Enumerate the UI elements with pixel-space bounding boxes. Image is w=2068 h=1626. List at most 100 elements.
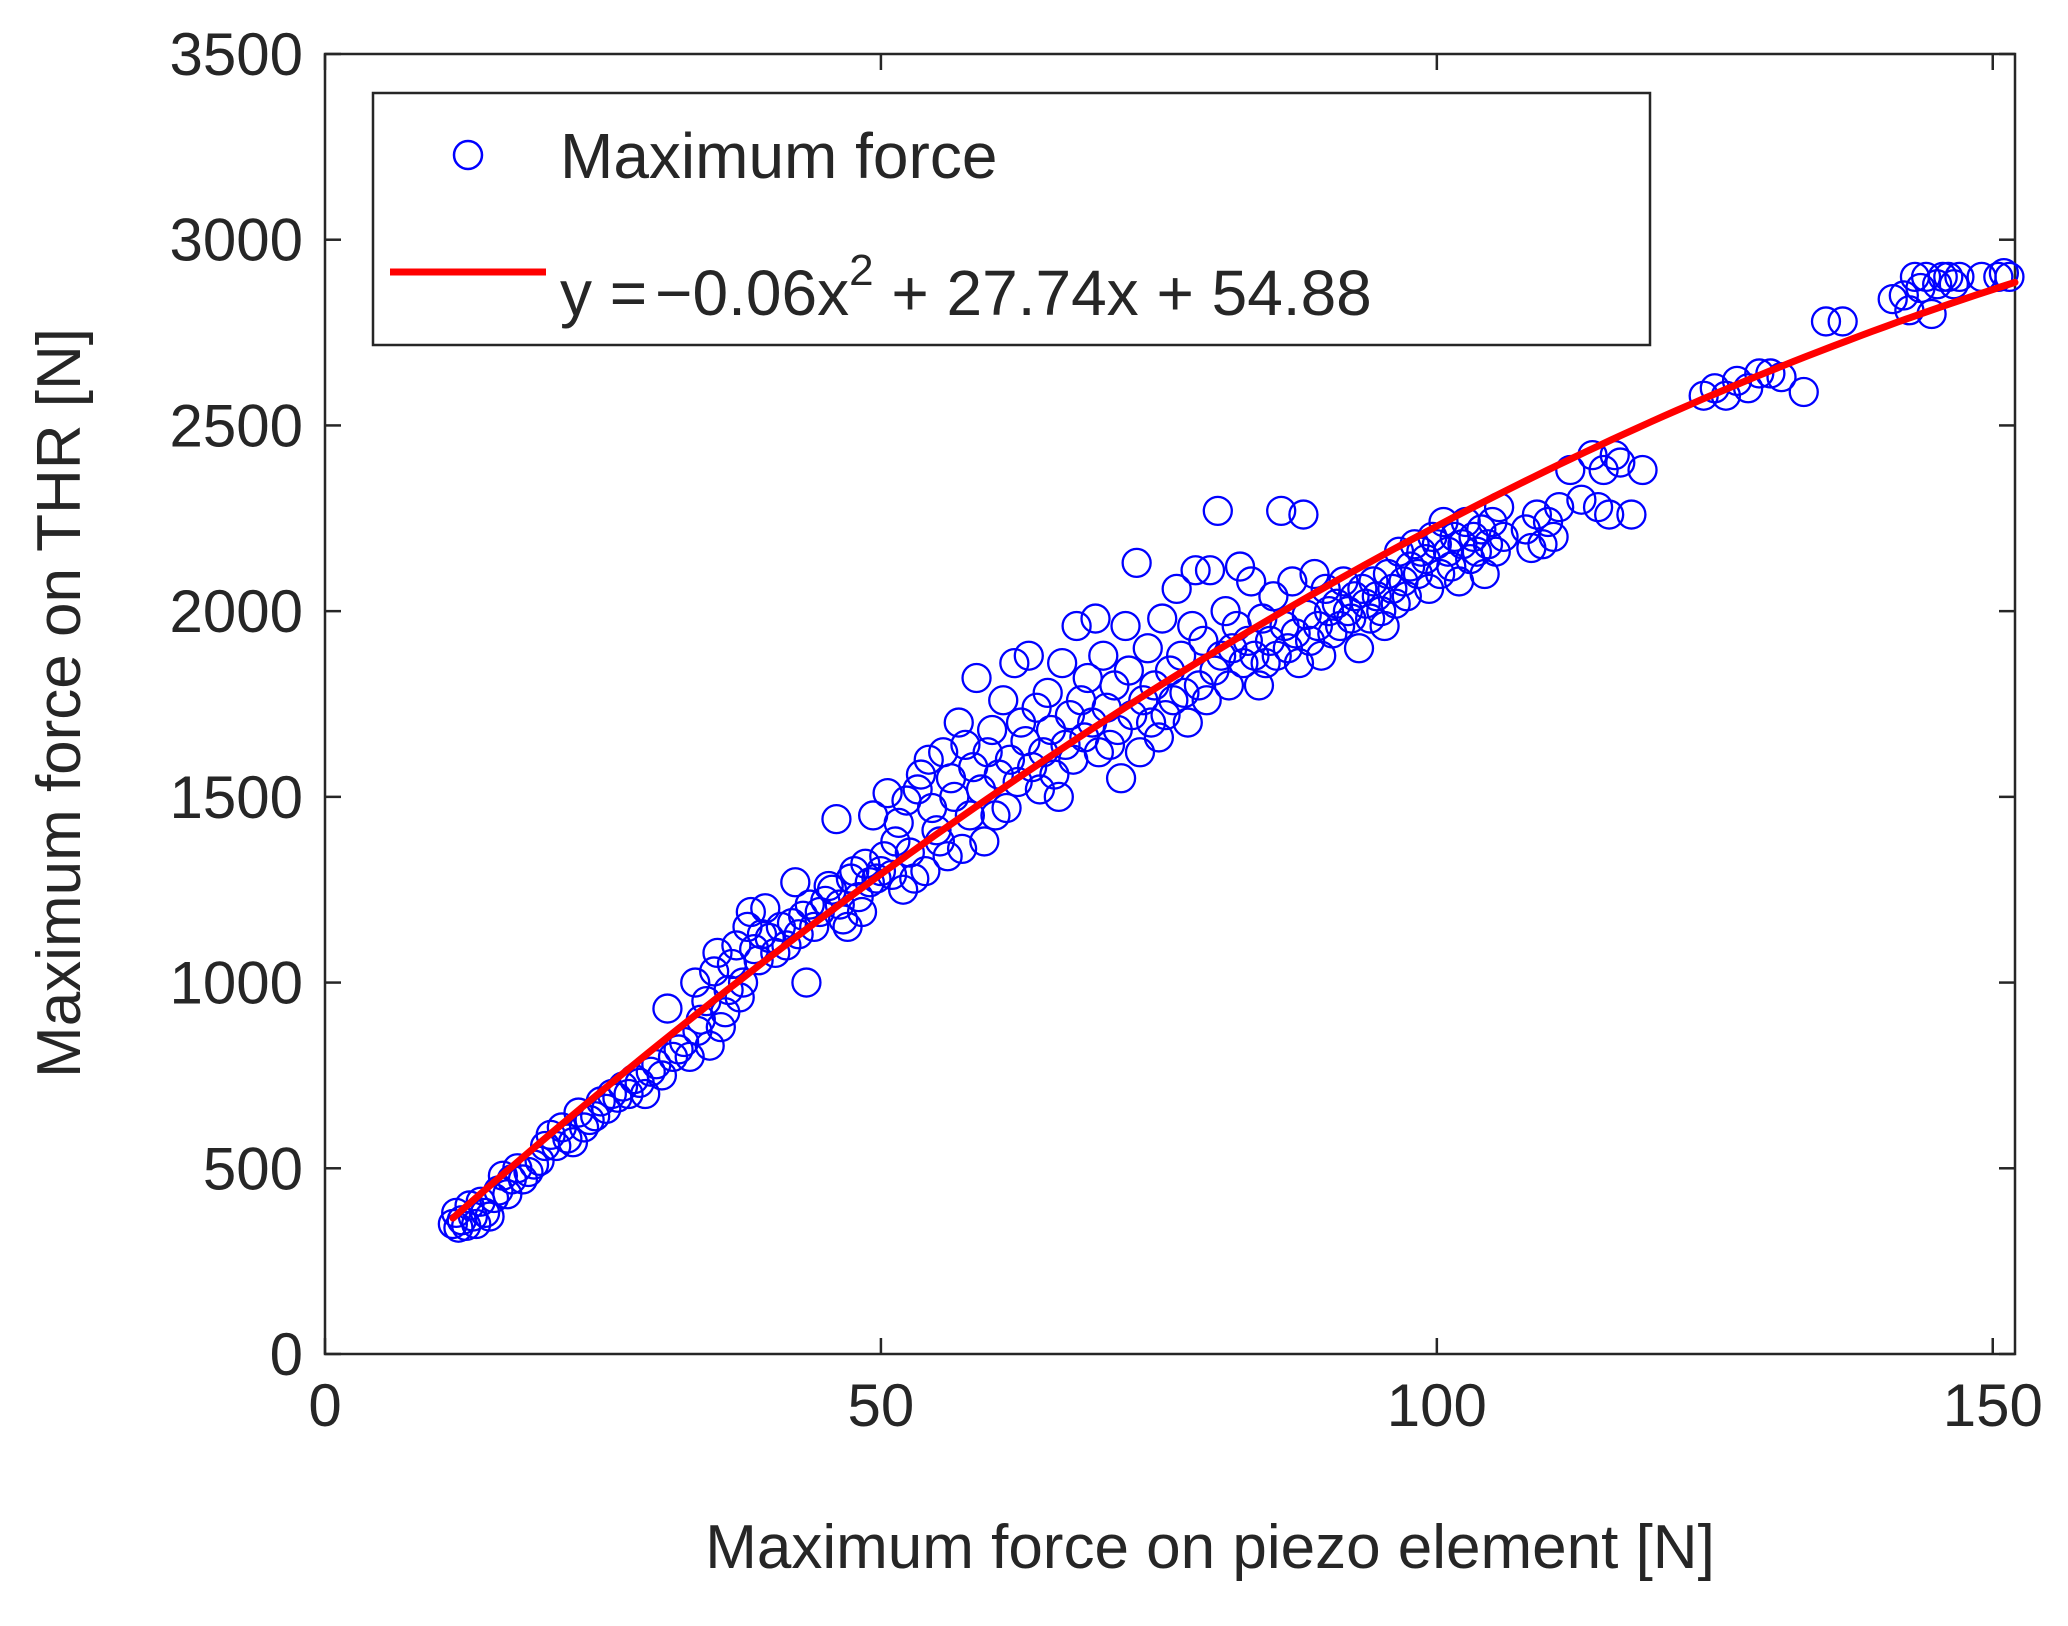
scatter-point	[1480, 536, 1511, 567]
scatter-point	[1194, 555, 1226, 586]
scatter-point	[1172, 707, 1203, 738]
scatter-point	[1147, 603, 1178, 634]
y-tick-label: 1000	[170, 950, 303, 1017]
y-tick-label: 3500	[170, 21, 303, 88]
scatter-point	[1213, 670, 1245, 701]
scatter-point	[921, 815, 952, 846]
legend-scatter-marker	[452, 139, 484, 171]
scatter-point	[513, 1156, 544, 1188]
fit-line	[449, 278, 2019, 1222]
scatter-point	[910, 855, 941, 887]
legend-fit-exponent: 2	[849, 246, 873, 295]
scatter-point	[1061, 610, 1092, 642]
scatter-point	[1032, 677, 1063, 709]
scatter-point	[721, 930, 752, 961]
scatter-point	[1039, 759, 1070, 790]
scatter-point	[1744, 358, 1775, 389]
scatter-point	[969, 826, 1000, 857]
scatter-point	[1080, 603, 1111, 634]
scatter-point	[1236, 566, 1267, 597]
legend-box	[371, 91, 1652, 347]
scatter-point	[932, 841, 963, 872]
scatter-point	[613, 1078, 644, 1110]
scatter-point	[1161, 573, 1192, 605]
scatter-point	[1047, 647, 1078, 679]
scatter-point	[1169, 677, 1200, 709]
x-tick-label: 0	[308, 1372, 341, 1439]
scatter-point	[872, 777, 903, 809]
scatter-point	[630, 1078, 661, 1110]
scatter-point	[894, 837, 925, 868]
scatter-point	[999, 647, 1030, 679]
scatter-point	[750, 893, 781, 924]
scatter-point	[1280, 618, 1311, 649]
scatter-point	[1150, 699, 1181, 731]
scatter-point	[813, 870, 844, 902]
scatter-point	[1888, 280, 1919, 311]
scatter-point	[950, 729, 981, 761]
scatter-point	[883, 807, 914, 839]
scatter-point	[1933, 261, 1964, 293]
scatter-point	[1266, 495, 1297, 527]
scatter-point	[846, 896, 878, 928]
scatter-point	[1113, 655, 1145, 686]
y-tick-label: 2500	[170, 392, 303, 459]
scatter-point	[1944, 261, 1975, 293]
scatter-point	[861, 863, 892, 894]
scatter-point	[1277, 566, 1308, 597]
scatter-point	[1594, 499, 1625, 530]
scatter-point	[991, 792, 1022, 824]
scatter-point	[591, 1093, 622, 1125]
scatter-point	[1110, 610, 1141, 642]
scatter-point	[1543, 491, 1575, 523]
y-tick-label: 1500	[170, 764, 303, 831]
scatter-point	[824, 889, 855, 920]
x-tick-label: 50	[848, 1372, 915, 1439]
scatter-point	[1538, 521, 1569, 553]
scatter-point	[794, 889, 825, 920]
scatter-point	[954, 800, 986, 831]
scatter-point	[1810, 306, 1842, 337]
scatter-point	[994, 744, 1026, 775]
legend-scatter-label: Maximum force	[560, 120, 997, 192]
scatter-point	[780, 867, 811, 898]
scatter-point	[1566, 484, 1597, 515]
scatter-point	[1105, 763, 1137, 794]
scatter-point	[1994, 261, 2025, 293]
y-axis-ticks: 0 500 1000 1500 2000 2500 3000 3500	[170, 21, 2015, 1388]
scatter-point	[754, 922, 785, 954]
scatter-point	[1243, 670, 1275, 701]
scatter-point	[1358, 566, 1389, 597]
legend-fit-main: −0.06x	[655, 257, 849, 329]
scatter-point	[888, 874, 919, 905]
scatter-point	[902, 774, 933, 805]
scatter-point	[943, 707, 974, 738]
legend-fit-label: y = −0.06x2 + 27.74x + 54.88	[560, 246, 1372, 329]
scatter-point	[1135, 707, 1167, 738]
scatter-point	[1488, 521, 1519, 553]
scatter-point	[1088, 640, 1119, 671]
scatter-point	[1458, 521, 1489, 553]
x-axis-label: Maximum force on piezo element [N]	[705, 1513, 1715, 1582]
scatter-point	[1143, 722, 1175, 753]
scatter-point	[568, 1112, 600, 1143]
scatter-point	[1343, 633, 1375, 664]
x-tick-label: 100	[1387, 1372, 1487, 1439]
scatter-point	[1050, 729, 1081, 761]
scatter-point	[680, 967, 711, 998]
scatter-point	[1938, 269, 1969, 300]
y-tick-label: 2000	[170, 578, 303, 645]
scatter-point	[913, 744, 944, 775]
scatter-point	[694, 1030, 725, 1061]
scatter-point	[1202, 495, 1233, 527]
scatter-point	[1124, 737, 1156, 768]
y-tick-label: 3000	[170, 207, 303, 274]
legend: Maximum force y = −0.06x2 + 27.74x + 54.8…	[371, 91, 1652, 347]
scatter-point	[574, 1104, 605, 1136]
scatter-point	[1043, 781, 1074, 813]
scatter-point	[1616, 499, 1647, 530]
scatter-point	[1180, 555, 1211, 586]
scatter-point	[1191, 685, 1222, 716]
scatter-point	[783, 919, 814, 950]
scatter-point	[791, 967, 822, 998]
